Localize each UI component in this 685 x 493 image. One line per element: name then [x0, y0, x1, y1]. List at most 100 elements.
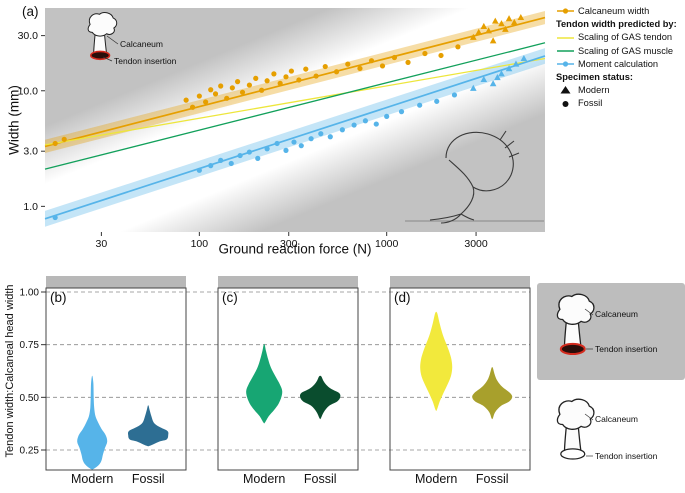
legend-line-icon	[557, 50, 574, 52]
scatter-point	[351, 122, 357, 128]
svg-text:Modern: Modern	[415, 472, 457, 486]
scatter-point	[470, 84, 477, 91]
scatter-point	[517, 13, 525, 21]
violin-shape	[77, 375, 108, 470]
calcaneum-bone-open-insertion-illustration	[556, 398, 595, 460]
legend-item-gas-tendon: Scaling of GAS tendon	[556, 32, 684, 43]
calcaneum-label: Calcaneum	[595, 414, 638, 424]
scatter-point	[183, 97, 189, 103]
svg-text:0.25: 0.25	[20, 446, 40, 457]
svg-text:1.00: 1.00	[20, 288, 40, 299]
legend-label: Moment calculation	[578, 58, 659, 69]
legend-line-icon	[557, 36, 574, 39]
panel-a-plot: 30 100 300 1000 3000 1.0 3.0 10.0 30.0 Calcaneum T…	[18, 8, 546, 250]
tendon-insertion-ellipse	[90, 50, 111, 61]
scatter-point	[203, 99, 209, 105]
tendon-insertion-ellipse	[560, 448, 586, 460]
scatter-point	[264, 146, 270, 152]
violin-shape	[246, 343, 283, 424]
hindlimb-illustration	[405, 130, 544, 224]
scatter-point	[246, 82, 252, 88]
scatter-point	[502, 25, 509, 32]
legend-header-tendon-width: Tendon width predicted by:	[556, 19, 684, 30]
scatter-point	[434, 98, 440, 104]
panel-c-letter: (c)	[222, 290, 238, 305]
scatter-point	[271, 71, 277, 77]
scatter-point	[489, 37, 497, 44]
scatter-point	[288, 68, 294, 74]
scatter-point	[253, 75, 259, 81]
legend: Calcaneum width Tendon width predicted b…	[556, 6, 684, 109]
scatter-point	[239, 89, 246, 95]
svg-text:30.0: 30.0	[18, 30, 39, 42]
scatter-point	[196, 93, 202, 99]
scatter-point	[362, 118, 369, 124]
scatter-point	[237, 152, 243, 159]
calcaneum-bone-red-insertion-illustration	[556, 293, 595, 356]
panel-frame	[389, 287, 531, 471]
scatter-point	[368, 58, 375, 64]
scatter-point	[398, 109, 405, 115]
scatter-point	[283, 74, 289, 80]
violin-shape	[299, 375, 341, 420]
calcaneum-illustration	[556, 398, 595, 460]
trend-line	[44, 16, 546, 148]
tendon-insertion-label: Tendon insertion	[595, 344, 658, 354]
scatter-point	[470, 33, 477, 40]
scatter-point	[512, 60, 520, 67]
legend-circle-icon	[562, 100, 569, 107]
legend-item-gas-muscle: Scaling of GAS muscle	[556, 46, 684, 57]
tendon-insertion-illustration-box: Calcaneum Tendon insertion	[537, 386, 685, 490]
svg-text:0.75: 0.75	[20, 340, 40, 351]
scatter-point	[498, 70, 505, 77]
scatter-point	[373, 121, 379, 127]
calcaneum-illustration	[87, 12, 118, 61]
scatter-point	[212, 91, 219, 97]
scatter-point	[277, 80, 283, 86]
scatter-point	[208, 163, 214, 169]
svg-text:Tendon insertion: Tendon insertion	[114, 56, 177, 66]
svg-text:Modern: Modern	[243, 472, 285, 486]
scatter-point	[296, 77, 302, 83]
scatter-point	[52, 214, 58, 221]
panel-a-x-axis-label: Ground reaction force (N)	[218, 241, 372, 257]
scatter-point	[264, 78, 270, 84]
scatter-point	[333, 69, 340, 75]
panel-strip	[46, 276, 186, 288]
svg-text:Fossil: Fossil	[132, 472, 165, 486]
scatter-point	[322, 63, 328, 70]
legend-item-moment-calculation: Moment calculation	[556, 59, 684, 70]
tendon-insertion-ellipse	[559, 342, 586, 356]
scatter-point	[224, 95, 230, 101]
legend-label: Calcaneum width	[578, 6, 650, 16]
legend-item-modern: Modern	[556, 85, 684, 96]
panels-bcd-y-axis-label: Tendon width:Calcaneal head width	[4, 284, 16, 458]
svg-text:Fossil: Fossil	[476, 472, 509, 486]
panels-bcd-plot: Modern Fossil Modern Fossil Modern Fossil 0.25…	[20, 276, 531, 486]
scatter-point	[511, 18, 518, 25]
scatter-point	[505, 15, 513, 22]
panel-a-letter: (a)	[22, 4, 39, 19]
scatter-point	[228, 160, 234, 167]
scatter-point	[438, 52, 444, 59]
scatter-point	[327, 134, 333, 140]
scatter-point	[259, 87, 265, 93]
panel-b-letter: (b)	[50, 290, 67, 305]
violin-shape	[420, 311, 453, 412]
scatter-point	[208, 87, 214, 93]
panel-frame	[217, 287, 359, 471]
panel-strip	[218, 276, 358, 288]
scatter-point	[505, 65, 513, 72]
scatter-point	[218, 157, 224, 163]
legend-item-calcaneum-width: Calcaneum width	[556, 6, 684, 17]
svg-text:300: 300	[280, 238, 298, 250]
svg-text:10.0: 10.0	[18, 85, 39, 97]
scatter-point	[283, 147, 289, 153]
svg-text:3.0: 3.0	[23, 146, 38, 158]
legend-triangle-icon	[560, 86, 571, 94]
scatter-point	[384, 113, 390, 120]
svg-text:Fossil: Fossil	[304, 472, 337, 486]
scatter-point	[422, 50, 428, 57]
svg-text:3000: 3000	[464, 238, 488, 250]
